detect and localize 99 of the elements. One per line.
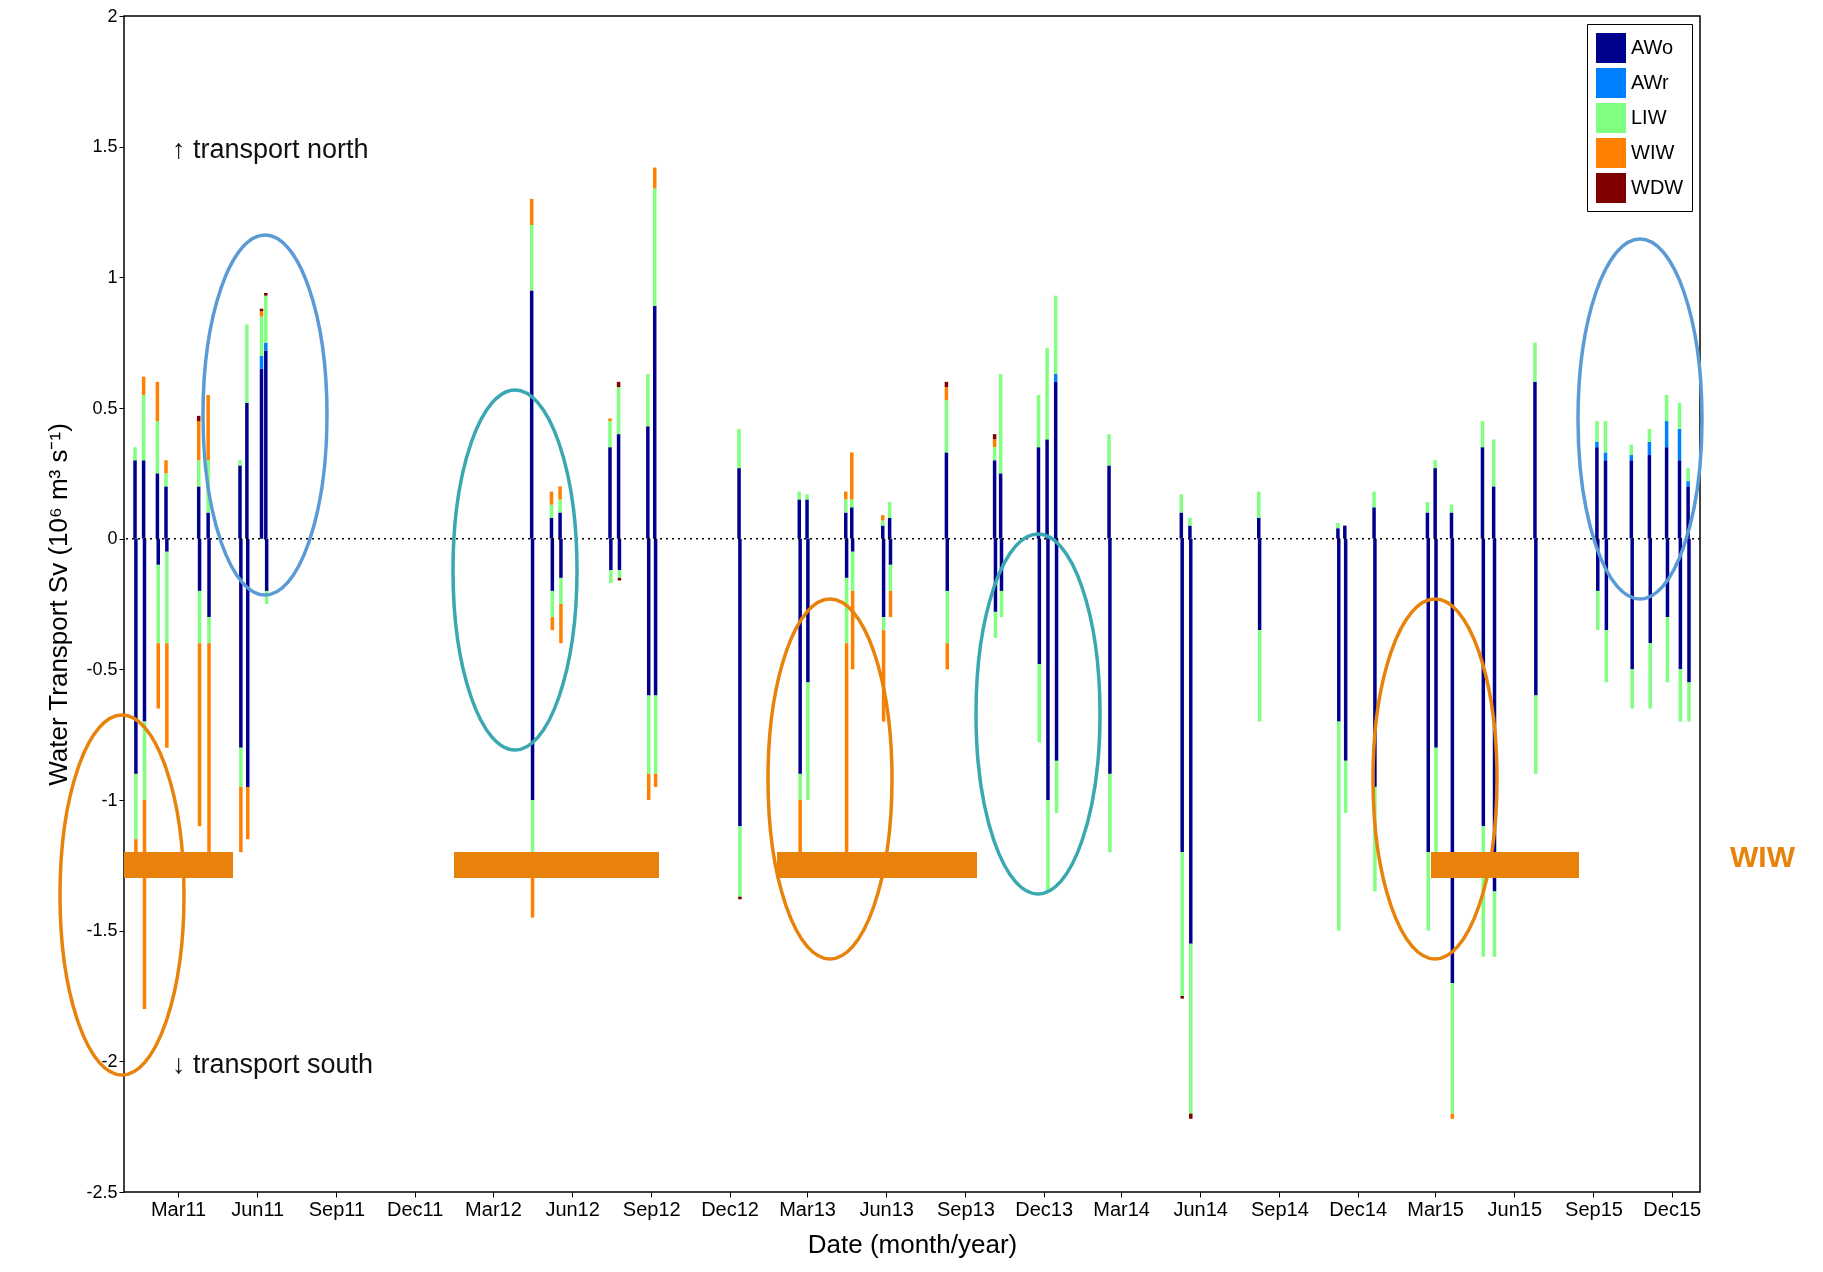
bar — [206, 394, 210, 461]
x-tick-label: Sep11 — [308, 1197, 366, 1220]
y-tick-label: 2 — [107, 5, 118, 26]
bar — [1180, 996, 1184, 999]
bar — [1596, 590, 1600, 631]
y-tick-label: -1 — [101, 789, 118, 810]
bar — [559, 604, 563, 644]
bar — [1108, 773, 1112, 853]
bar — [609, 570, 613, 584]
bar — [844, 499, 848, 513]
bar — [738, 826, 742, 897]
bar — [1336, 522, 1340, 529]
bar — [881, 520, 885, 526]
x-tick-label: Mar12 — [465, 1197, 522, 1220]
x-tick-label: Dec13 — [1015, 1197, 1074, 1220]
x-tick-label: Sep14 — [1250, 1197, 1309, 1220]
bar — [1434, 747, 1438, 853]
x-tick-label: Dec15 — [1643, 1197, 1702, 1220]
x-tick-label: Dec14 — [1329, 1197, 1388, 1220]
bar — [1180, 852, 1184, 996]
bar — [1686, 468, 1690, 482]
x-axis-title: Date (month/year) — [807, 1228, 1018, 1259]
bar — [850, 452, 854, 500]
bar — [798, 800, 802, 853]
bar — [1337, 721, 1341, 931]
bar — [239, 786, 243, 853]
bar — [1595, 441, 1599, 448]
legend-label: LIW — [1631, 106, 1667, 128]
y-tick-label: -1.5 — [86, 920, 118, 941]
x-tick-label: Dec12 — [701, 1197, 759, 1220]
bar — [850, 499, 854, 508]
bar — [559, 577, 563, 604]
bar — [1188, 517, 1192, 526]
bar — [1046, 800, 1050, 892]
bar — [165, 643, 169, 748]
x-tick-label: Mar11 — [150, 1197, 207, 1220]
x-tick-label: Sep15 — [1565, 1197, 1623, 1220]
bar — [264, 293, 268, 296]
bar — [207, 617, 211, 644]
x-tick-label: Dec11 — [387, 1197, 444, 1220]
bar — [806, 682, 810, 800]
x-tick-label: Jun14 — [1173, 1197, 1228, 1220]
bar — [1533, 342, 1537, 382]
bar — [134, 839, 138, 853]
x-tick-label: Jun12 — [545, 1197, 600, 1220]
y-axis-title: Water Transport Sv (10⁶ m³ s⁻¹) — [43, 423, 74, 786]
bar — [646, 374, 650, 427]
y-tick-label: 0 — [107, 528, 118, 549]
bar — [1630, 669, 1634, 709]
y-tick-label: 1.5 — [92, 136, 118, 157]
legend-label: WIW — [1631, 141, 1675, 163]
bar — [1534, 695, 1538, 774]
bar — [1107, 434, 1111, 466]
bar — [558, 486, 562, 500]
bar — [1257, 491, 1261, 518]
annotation: ↓ transport south — [172, 1048, 374, 1080]
legend-label: WDW — [1631, 176, 1684, 198]
x-tick-label: Jun13 — [859, 1197, 914, 1220]
x-tick-label: Sep13 — [936, 1197, 995, 1220]
bar — [1189, 1113, 1193, 1119]
bar — [134, 773, 138, 840]
x-tick-label: Mar13 — [779, 1197, 836, 1220]
legend-label: AWr — [1631, 71, 1670, 93]
bar — [608, 418, 612, 422]
bar — [608, 421, 612, 448]
y-tick-label: -0.5 — [86, 658, 118, 679]
x-tick-label: Sep12 — [622, 1197, 681, 1220]
bar — [165, 551, 169, 644]
bar — [1686, 481, 1690, 487]
bar — [259, 311, 264, 317]
y-tick-label: 0.5 — [92, 397, 118, 418]
bar — [164, 460, 168, 474]
x-tick-label: Mar14 — [1093, 1197, 1150, 1220]
x-tick-label: Jun11 — [231, 1197, 285, 1220]
y-tick-label: -2.5 — [86, 1181, 118, 1202]
y-tick-label: -2 — [101, 1050, 118, 1071]
bar — [1433, 460, 1437, 469]
y-tick-label: 1 — [107, 266, 118, 287]
text: WIW — [1730, 840, 1795, 874]
bar — [1595, 421, 1599, 442]
bar — [1189, 943, 1193, 1114]
bar — [1372, 491, 1376, 508]
bar — [558, 499, 562, 513]
bar — [264, 342, 268, 351]
bar — [164, 473, 168, 487]
bar — [798, 773, 802, 800]
bar — [239, 747, 243, 787]
bar — [1045, 347, 1049, 440]
bar — [133, 447, 137, 461]
legend-label: AWo — [1631, 36, 1674, 58]
annotation: ↑ transport north — [172, 133, 369, 165]
x-tick-label: Jun15 — [1487, 1197, 1543, 1220]
bar — [805, 494, 809, 500]
bar — [245, 324, 249, 403]
bar — [1687, 682, 1691, 722]
bar — [737, 428, 741, 469]
x-tick-label: Mar15 — [1407, 1197, 1464, 1220]
bar — [207, 643, 211, 853]
bar — [238, 460, 242, 466]
